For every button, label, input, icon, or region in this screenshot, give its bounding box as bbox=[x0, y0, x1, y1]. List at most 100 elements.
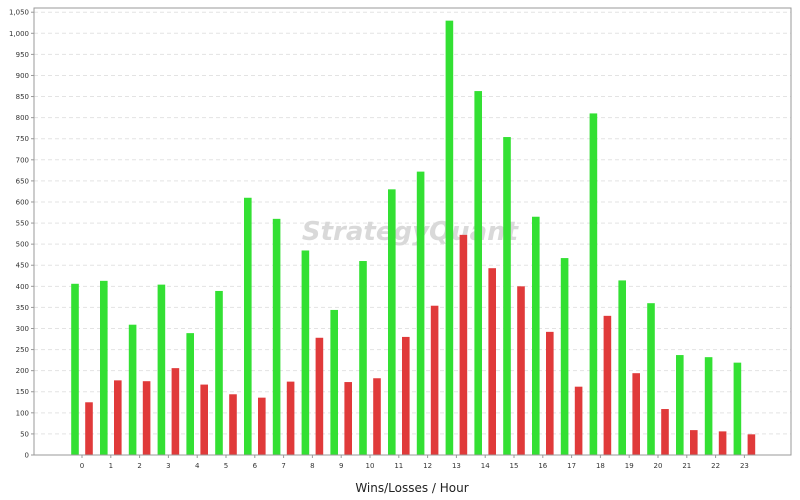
loss-bar bbox=[114, 380, 122, 455]
x-tick-label: 17 bbox=[567, 462, 576, 470]
win-bar bbox=[100, 280, 108, 455]
y-tick-label: 750 bbox=[16, 135, 29, 143]
win-bar bbox=[359, 261, 367, 455]
loss-bar bbox=[488, 268, 496, 455]
y-axis-ticks: 0 50 100 150 200 250 300 350 400 450 500 550 600 650 7… bbox=[9, 9, 34, 460]
y-tick-label: 450 bbox=[16, 262, 29, 270]
loss-bar bbox=[632, 373, 640, 455]
loss-bar bbox=[85, 402, 93, 455]
y-tick-label: 200 bbox=[16, 367, 29, 375]
win-bar bbox=[474, 91, 482, 455]
y-tick-label: 500 bbox=[16, 241, 29, 249]
win-bar bbox=[445, 20, 454, 456]
win-bar bbox=[618, 280, 626, 455]
loss-bar bbox=[747, 434, 756, 455]
win-bar bbox=[128, 324, 137, 455]
x-tick-label: 5 bbox=[224, 462, 228, 470]
bars bbox=[71, 20, 756, 456]
loss-bar bbox=[459, 234, 468, 455]
y-tick-label: 900 bbox=[16, 72, 29, 80]
win-bar bbox=[272, 218, 281, 455]
loss-bar bbox=[373, 378, 381, 455]
x-tick-label: 15 bbox=[510, 462, 519, 470]
loss-bar bbox=[344, 382, 352, 455]
loss-bar bbox=[171, 368, 180, 455]
win-bar bbox=[503, 137, 511, 456]
x-tick-label: 2 bbox=[137, 462, 141, 470]
x-tick-label: 9 bbox=[339, 462, 343, 470]
loss-bar bbox=[200, 384, 208, 455]
watermark-text: StrategyQuant bbox=[302, 217, 520, 247]
win-bar bbox=[215, 290, 223, 455]
y-tick-label: 950 bbox=[16, 51, 29, 59]
x-tick-label: 10 bbox=[366, 462, 375, 470]
x-axis-ticks: 0 1 2 3 4 5 6 7 8 9 10 11 12 13 14 15 16 17 18 19 20 21 22 23 bbox=[80, 455, 749, 470]
y-tick-label: 0 bbox=[25, 452, 29, 460]
loss-bar bbox=[718, 431, 727, 455]
x-tick-label: 22 bbox=[711, 462, 720, 470]
win-bar bbox=[157, 284, 166, 455]
y-tick-label: 350 bbox=[16, 304, 29, 312]
loss-bar bbox=[142, 381, 151, 455]
loss-bar bbox=[315, 337, 324, 455]
y-tick-label: 550 bbox=[16, 220, 29, 228]
x-tick-label: 1 bbox=[109, 462, 113, 470]
x-tick-label: 18 bbox=[596, 462, 605, 470]
win-bar bbox=[704, 357, 713, 455]
win-bar bbox=[532, 216, 540, 455]
y-tick-label: 1,050 bbox=[9, 9, 29, 17]
loss-bar bbox=[661, 409, 669, 455]
y-tick-label: 1,000 bbox=[9, 30, 29, 38]
win-bar bbox=[71, 283, 79, 455]
y-tick-label: 300 bbox=[16, 325, 29, 333]
plot-frame bbox=[33, 7, 792, 456]
loss-bar bbox=[574, 386, 583, 455]
x-tick-label: 4 bbox=[195, 462, 200, 470]
win-bar bbox=[416, 171, 425, 455]
x-tick-label: 12 bbox=[423, 462, 432, 470]
x-tick-label: 0 bbox=[80, 462, 84, 470]
x-tick-label: 8 bbox=[310, 462, 314, 470]
x-tick-label: 16 bbox=[538, 462, 547, 470]
x-tick-label: 13 bbox=[452, 462, 461, 470]
x-axis-label: Wins/Losses / Hour bbox=[355, 481, 468, 495]
loss-bar bbox=[402, 336, 410, 455]
y-tick-label: 50 bbox=[20, 430, 29, 438]
x-tick-label: 23 bbox=[740, 462, 749, 470]
win-bar bbox=[733, 362, 742, 455]
win-bar bbox=[560, 258, 569, 455]
x-tick-label: 20 bbox=[654, 462, 663, 470]
win-bar bbox=[330, 309, 338, 455]
loss-bar bbox=[517, 286, 525, 455]
y-tick-label: 150 bbox=[16, 388, 29, 396]
x-tick-label: 11 bbox=[394, 462, 403, 470]
y-tick-label: 700 bbox=[16, 156, 29, 164]
x-tick-label: 21 bbox=[682, 462, 691, 470]
win-bar bbox=[589, 113, 598, 456]
loss-bar bbox=[229, 394, 237, 455]
win-bar bbox=[301, 250, 310, 455]
win-bar bbox=[647, 303, 655, 455]
y-tick-label: 600 bbox=[16, 198, 29, 206]
loss-bar bbox=[286, 381, 295, 455]
y-tick-label: 400 bbox=[16, 283, 29, 291]
loss-bar bbox=[430, 305, 439, 455]
win-bar bbox=[676, 355, 684, 455]
y-tick-label: 100 bbox=[16, 409, 29, 417]
loss-bar bbox=[258, 397, 266, 455]
y-tick-label: 800 bbox=[16, 114, 29, 122]
win-bar bbox=[186, 333, 194, 455]
x-tick-label: 14 bbox=[481, 462, 490, 470]
loss-bar bbox=[603, 315, 612, 455]
y-tick-label: 850 bbox=[16, 93, 29, 101]
x-tick-label: 19 bbox=[625, 462, 634, 470]
loss-bar bbox=[546, 331, 554, 455]
loss-bar bbox=[690, 430, 698, 455]
y-tick-label: 250 bbox=[16, 346, 29, 354]
win-bar bbox=[388, 189, 396, 455]
win-bar bbox=[244, 197, 252, 455]
x-tick-label: 3 bbox=[166, 462, 170, 470]
x-tick-label: 7 bbox=[281, 462, 285, 470]
y-tick-label: 650 bbox=[16, 177, 29, 185]
